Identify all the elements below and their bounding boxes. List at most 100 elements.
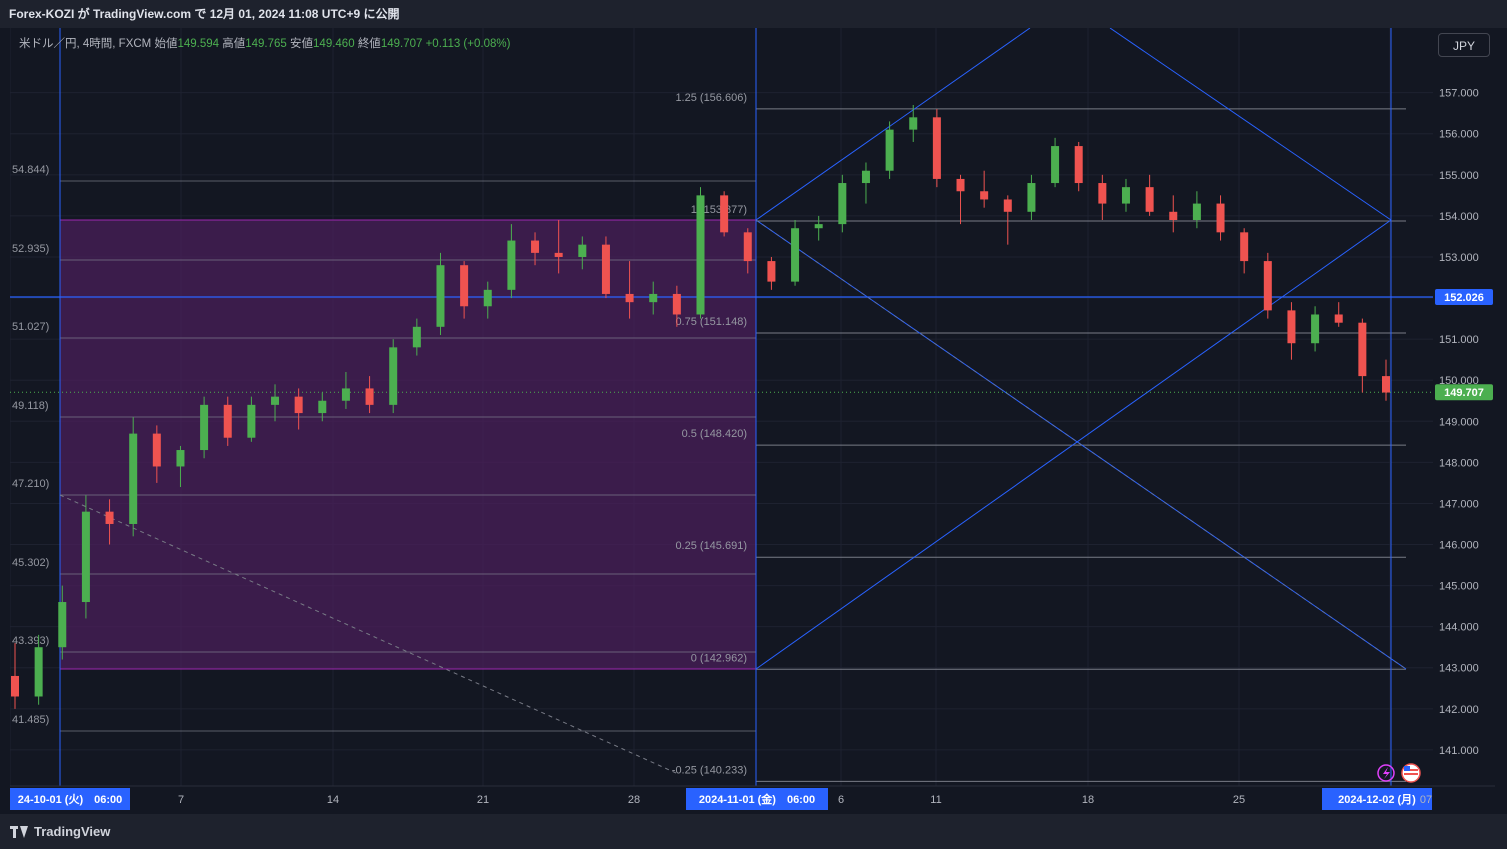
left-fib-label: 47.210) [12,478,49,490]
time-tick-label: 21 [477,794,489,806]
candle-body [885,129,894,171]
candle [578,236,587,270]
candle-body [956,178,965,192]
price-tick-label: 145.000 [1439,581,1479,593]
currency-button[interactable]: JPY [1438,33,1490,57]
candle [625,261,634,319]
low-value: 149.460 [313,38,355,50]
candle [341,371,350,409]
dashed-trend-left [59,494,677,774]
time-badge-label: 2024-12-02 (月) [1338,793,1416,806]
left-fib-label: 51.027) [12,321,49,333]
price-axis[interactable]: 157.000 156.000 155.000 154.000 153.000 152.0… [1433,28,1495,786]
candle-body [1358,322,1367,377]
price-tick-label: 156.000 [1439,129,1479,141]
candle [696,187,705,319]
ohlc-legend: 米ドル／円, 4時間, FXCM 始値149.594 高値149.765 安値1… [19,35,510,51]
candle [1287,302,1296,360]
candle [838,174,847,233]
time-tick-label: 7 [178,794,184,806]
price-tick-label: 154.000 [1439,211,1479,223]
left-fib-label: 43.393) [12,635,49,647]
left-fib-label: 54.844) [12,164,49,176]
drawing-lines [10,28,1433,786]
candle-body [507,240,516,290]
tradingview-logo[interactable]: TradingView [10,824,110,839]
candle-body [105,511,114,524]
candle-body [1311,314,1320,344]
flag-stripe [1404,769,1418,771]
time-axis[interactable]: 24-10-01 (火) 06:00 7 14 21 28 2024-11-01 (金) … [10,785,1495,814]
candle [223,396,232,446]
candle-body [1192,203,1201,221]
fib-levels: 1.25 (156.606) 1 (153.877) 0.75 (151.148) 0… [672,92,1406,782]
candle-body [1027,183,1036,212]
candle-body [58,602,67,648]
candle [932,109,941,188]
fib-label: -0.25 (140.233) [672,764,747,776]
candle [1216,195,1225,241]
candle [1192,191,1201,229]
time-badge-label: 2024-11-01 (金) 06:00 [699,792,815,806]
diagonal-line-1 [1109,28,1392,221]
candle-body [909,117,918,130]
diagonal-line-3 [755,219,1392,670]
candle [58,585,67,660]
candle-body [720,195,729,233]
candle-body [11,675,19,697]
candle-body [743,232,752,262]
candle-body [1074,146,1083,184]
time-tick-label: 11 [930,794,941,806]
candle-body [129,433,138,524]
candle-body [767,261,776,282]
candle-body [861,170,870,184]
candle [460,261,469,319]
time-badge-bg [1322,788,1432,810]
candle-body [932,117,941,179]
price-tick-label: 151.000 [1439,334,1479,346]
candle [412,318,421,356]
candle-body [791,228,800,282]
price-chart[interactable]: 54.844) 52.935) 51.027) 49.118) 47.210) 45.30… [10,28,1495,814]
candle-body [1051,146,1060,184]
candle [1074,141,1083,192]
symbol-label: 米ドル／円, 4時間, FXCM [19,38,152,50]
candle [1240,228,1249,274]
candle [365,376,374,414]
candle-body [1334,314,1343,323]
price-tick-label: 146.000 [1439,540,1479,552]
candle [1121,178,1130,212]
candle [1263,252,1272,319]
candle-body [601,244,610,294]
candle-body [838,183,847,225]
candle [105,499,114,545]
candle [720,191,729,237]
candle [436,252,445,336]
price-tick-label: 144.000 [1439,622,1479,634]
open-label: 始値 [154,38,178,50]
time-tick-label: 25 [1233,794,1245,806]
candle-body [1240,232,1249,262]
time-tick-label: 6 [838,794,844,806]
candle-body [365,388,374,405]
time-badge-bg [10,788,130,810]
candle [507,224,516,299]
high-value: 149.765 [245,38,287,50]
price-tick-label: 143.000 [1439,663,1479,675]
price-tick-label: 147.000 [1439,498,1479,510]
candle-body [814,224,823,229]
candle [11,643,19,709]
price-tick-label: 150.000 [1439,375,1479,387]
candle-body [412,326,421,348]
candle-body [696,195,705,315]
candle [956,174,965,225]
candle [152,425,161,483]
candle [1169,195,1178,233]
footer-bar: TradingView [0,814,1507,849]
chart-area[interactable]: 54.844) 52.935) 51.027) 49.118) 47.210) 45.30… [10,28,1495,814]
candle-body [176,450,185,467]
brand-label: TradingView [34,824,111,839]
publish-info: Forex-KOZI が TradingView.com で 12月 01, 2… [9,7,400,21]
candle [909,104,918,142]
candle-body [1287,310,1296,344]
